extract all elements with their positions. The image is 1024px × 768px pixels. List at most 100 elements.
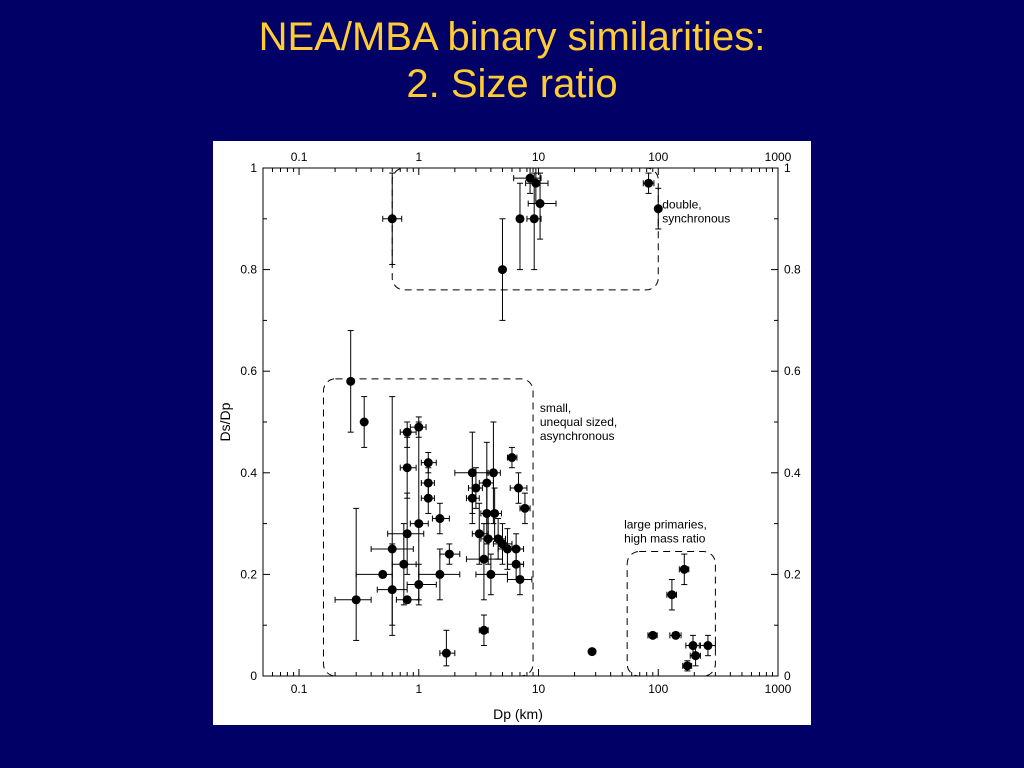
- group-boxes: [322, 167, 716, 677]
- data-point: [490, 508, 500, 518]
- y-axis-label: Ds/Dp: [217, 402, 233, 441]
- data-point: [378, 569, 388, 579]
- data-point: [423, 458, 433, 468]
- group-label-1: synchronous: [662, 212, 730, 226]
- data-point: [444, 549, 454, 559]
- data-point: [467, 468, 477, 478]
- data-point: [399, 559, 409, 569]
- data-point: [515, 574, 525, 584]
- data-point: [346, 376, 356, 386]
- data-point: [402, 427, 412, 437]
- x-tick-label-top: 0.1: [291, 150, 308, 164]
- data-point: [414, 422, 424, 432]
- data-point: [513, 483, 523, 493]
- data-point: [682, 661, 692, 671]
- slide-title-line-1: NEA/MBA binary similarities:: [258, 15, 766, 59]
- data-point: [529, 214, 539, 224]
- data-point: [525, 173, 535, 183]
- x-tick-label-top: 100: [648, 150, 668, 164]
- group-label-2: small,: [540, 401, 571, 415]
- x-tick-label: 10: [532, 682, 546, 696]
- data-point: [648, 630, 658, 640]
- data-point: [467, 493, 477, 503]
- data-point: [515, 214, 525, 224]
- data-point: [535, 199, 545, 209]
- y-tick-label: 0.4: [240, 466, 257, 480]
- y-tick-label-right: 0: [784, 669, 791, 683]
- data-point: [653, 204, 663, 214]
- data-point: [679, 564, 689, 574]
- group-labels: double,synchronous small,unequal sized,as…: [540, 198, 730, 546]
- y-tick-label: 0.8: [240, 263, 257, 277]
- group-box-1: [391, 167, 659, 291]
- group-box-3: [626, 551, 716, 677]
- data-point: [387, 544, 397, 554]
- data-point: [671, 630, 681, 640]
- data-point: [507, 453, 517, 463]
- data-point: [587, 647, 597, 657]
- scatter-chart: Dp (km) Ds/Dp 0.10.111101010010010001000…: [217, 150, 801, 722]
- data-point: [520, 503, 530, 513]
- data-point: [387, 585, 397, 595]
- data-point: [486, 569, 496, 579]
- data-point: [441, 648, 451, 658]
- x-tick-label: 100: [648, 682, 668, 696]
- data-point: [435, 569, 445, 579]
- slide-title-line-2: 2. Size ratio: [406, 62, 618, 106]
- slide-title: NEA/MBA binary similarities: 2. Size rat…: [0, 14, 1024, 108]
- x-tick-label: 0.1: [291, 682, 308, 696]
- x-axis-label: Dp (km): [493, 706, 543, 722]
- data-point: [414, 519, 424, 529]
- data-point: [402, 463, 412, 473]
- y-tick-label-right: 0.2: [784, 567, 801, 581]
- data-point: [488, 468, 498, 478]
- data-point: [644, 178, 654, 188]
- y-tick-label-right: 0.4: [784, 466, 801, 480]
- data-point: [688, 641, 698, 651]
- data-point: [414, 580, 424, 590]
- data-point: [423, 478, 433, 488]
- group-label-3: high mass ratio: [624, 532, 706, 546]
- x-tick-label: 1000: [765, 682, 792, 696]
- x-tick-label-top: 1000: [765, 150, 792, 164]
- data-point: [351, 595, 361, 605]
- y-tick-label: 0: [250, 669, 257, 683]
- data-point: [474, 529, 484, 539]
- y-tick-label-right: 0.8: [784, 263, 801, 277]
- data-point: [502, 544, 512, 554]
- data-point: [703, 641, 713, 651]
- data-point: [423, 493, 433, 503]
- data-point: [482, 508, 492, 518]
- group-label-2: asynchronous: [540, 429, 615, 443]
- plot-panel: Dp (km) Ds/Dp 0.1 0.1 1 1 10 10 100 100 1000 1000…: [213, 141, 811, 725]
- y-tick-label: 1: [250, 161, 257, 175]
- group-label-1: double,: [662, 198, 701, 212]
- data-point: [511, 559, 521, 569]
- data-point: [479, 625, 489, 635]
- data-point: [511, 544, 521, 554]
- data-point: [435, 514, 445, 524]
- x-tick-label: 1: [415, 682, 422, 696]
- y-tick-label-right: 1: [784, 161, 791, 175]
- data-point: [387, 214, 397, 224]
- x-tick-label-top: 1: [415, 150, 422, 164]
- group-label-3: large primaries,: [624, 518, 707, 532]
- data-point: [531, 178, 541, 188]
- data-point: [471, 483, 481, 493]
- data-point: [479, 554, 489, 564]
- data-points: [346, 173, 713, 671]
- y-tick-label: 0.6: [240, 364, 257, 378]
- group-label-2: unequal sized,: [540, 415, 617, 429]
- x-tick-label-top: 10: [532, 150, 546, 164]
- y-tick-label-right: 0.6: [784, 364, 801, 378]
- data-point: [691, 651, 701, 661]
- data-point: [482, 478, 492, 488]
- group-box-2: [322, 378, 534, 677]
- y-tick-label: 0.2: [240, 567, 257, 581]
- data-point: [497, 265, 507, 275]
- data-point: [402, 595, 412, 605]
- data-point: [402, 529, 412, 539]
- data-point: [667, 590, 677, 600]
- data-point: [483, 534, 493, 544]
